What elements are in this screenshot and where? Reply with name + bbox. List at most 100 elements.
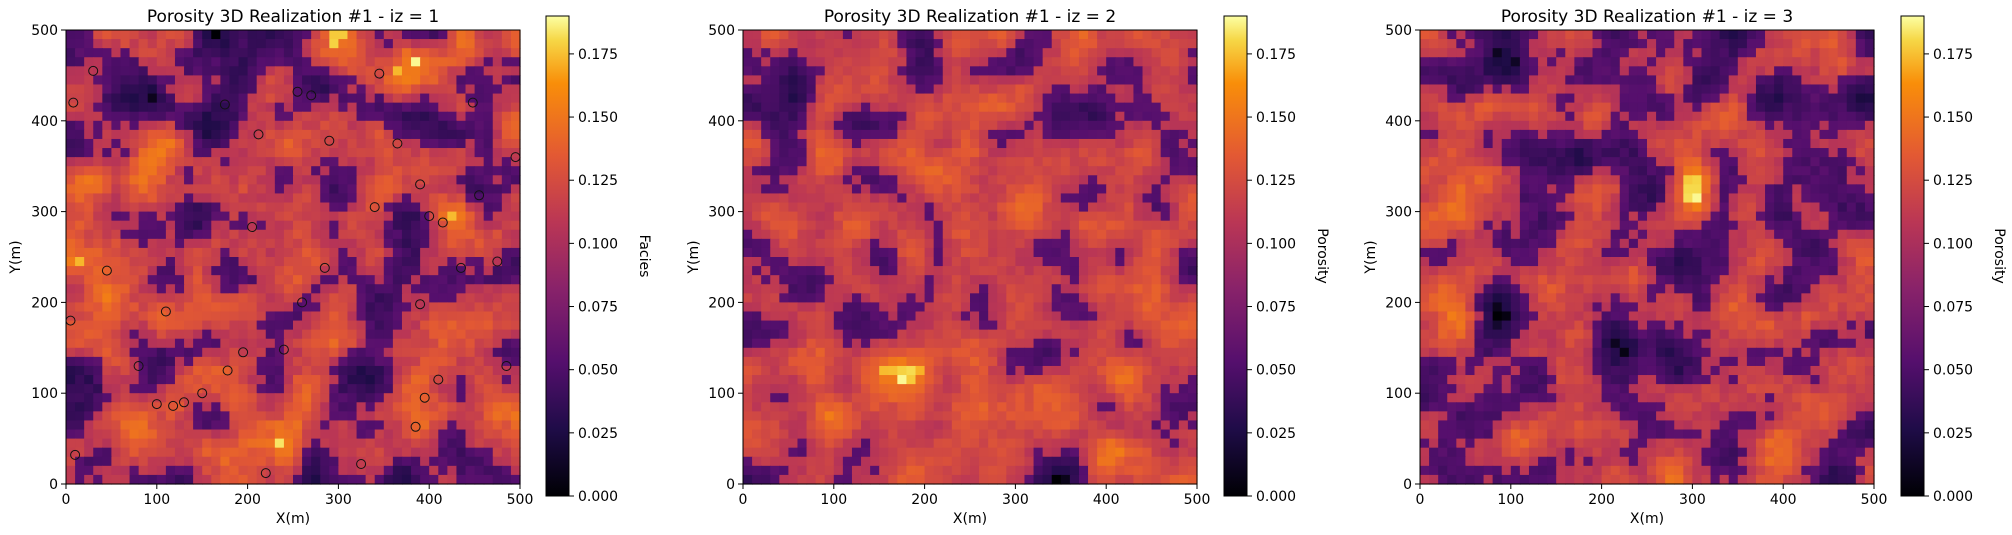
heatmap-cell: [1033, 39, 1044, 49]
heatmap-cell: [770, 293, 780, 303]
heatmap-cell: [851, 257, 862, 267]
heatmap-cell: [1115, 347, 1125, 358]
heatmap-cell: [392, 138, 403, 149]
heatmap-cell: [842, 57, 853, 67]
heatmap-cell: [1151, 211, 1162, 222]
heatmap-cell: [915, 148, 926, 158]
heatmap-cell: [302, 120, 312, 131]
heatmap-cell: [238, 338, 249, 349]
heatmap-cell: [979, 102, 989, 113]
heatmap-cell: [84, 157, 94, 167]
heatmap-cell: [879, 66, 889, 76]
heatmap-cell: [456, 238, 467, 249]
heatmap-cell: [420, 293, 430, 303]
heatmap-cell: [888, 247, 898, 258]
heatmap-cell: [879, 30, 889, 40]
heatmap-cell: [1015, 238, 1026, 249]
heatmap-cell: [66, 338, 76, 349]
heatmap-cell: [870, 266, 880, 276]
heatmap-cell: [1088, 438, 1098, 449]
heatmap-cell: [1006, 202, 1016, 213]
heatmap-cell: [924, 266, 935, 276]
heatmap-cell: [1060, 93, 1071, 104]
heatmap-cell: [1142, 375, 1153, 385]
heatmap-cell: [229, 438, 240, 449]
heatmap-cell: [492, 365, 503, 376]
heatmap-cell: [483, 311, 494, 322]
heatmap-cell: [75, 465, 85, 476]
heatmap-cell: [1051, 438, 1062, 449]
heatmap-cell: [202, 157, 212, 167]
heatmap-cell: [93, 375, 103, 385]
heatmap-cell: [915, 120, 926, 131]
heatmap-cell: [356, 238, 367, 249]
heatmap-cell: [401, 275, 412, 285]
heatmap-cell: [311, 39, 321, 49]
heatmap-cell: [93, 447, 103, 458]
heatmap-cell: [174, 247, 185, 258]
heatmap-cell: [283, 211, 294, 222]
heatmap-cell: [1142, 266, 1153, 276]
heatmap-cell: [988, 356, 998, 367]
heatmap-cell: [761, 184, 771, 195]
heatmap-cell: [761, 375, 771, 385]
heatmap-cell: [851, 57, 862, 67]
heatmap-cell: [147, 157, 158, 167]
heatmap-cell: [1033, 420, 1044, 431]
heatmap-cell: [401, 157, 412, 167]
heatmap-cell: [942, 129, 953, 140]
heatmap-cell: [302, 148, 312, 158]
heatmap-cell: [752, 456, 762, 467]
heatmap-cell: [1051, 184, 1062, 195]
heatmap-cell: [492, 356, 503, 367]
heatmap-cell: [420, 75, 430, 86]
heatmap-cell: [743, 166, 753, 176]
heatmap-cell: [797, 320, 808, 331]
heatmap-cell: [842, 356, 853, 367]
heatmap-cell: [1169, 93, 1180, 104]
heatmap-cell: [842, 347, 853, 358]
heatmap-cell: [788, 148, 799, 158]
heatmap-cell: [247, 220, 258, 231]
heatmap-cell: [238, 238, 249, 249]
heatmap-cell: [365, 184, 376, 195]
heatmap-cell: [851, 39, 862, 49]
heatmap-cell: [1142, 111, 1153, 122]
heatmap-cell: [111, 356, 122, 367]
heatmap-cell: [1115, 229, 1125, 240]
heatmap-cell: [779, 447, 789, 458]
heatmap-cell: [456, 311, 467, 322]
heatmap-cell: [102, 347, 112, 358]
heatmap-cell: [788, 338, 799, 349]
heatmap-cell: [897, 193, 908, 204]
heatmap-cell: [256, 356, 267, 367]
heatmap-cell: [851, 84, 862, 95]
heatmap-cell: [111, 393, 122, 403]
heatmap-cell: [320, 75, 330, 86]
heatmap-cell: [66, 411, 76, 422]
heatmap-cell: [1106, 384, 1116, 394]
heatmap-cell: [293, 393, 303, 403]
heatmap-cell: [1178, 93, 1189, 104]
heatmap-cell: [1160, 48, 1171, 58]
heatmap-cell: [75, 202, 85, 213]
heatmap-cell: [411, 166, 421, 176]
heatmap-cell: [401, 356, 412, 367]
heatmap-cell: [147, 93, 158, 104]
heatmap-cell: [465, 302, 476, 313]
heatmap-cell: [365, 111, 376, 122]
heatmap-cell: [888, 284, 898, 294]
heatmap-cell: [1133, 238, 1144, 249]
heatmap-cell: [1033, 30, 1044, 40]
heatmap-cell: [833, 157, 844, 167]
heatmap-cell: [465, 211, 476, 222]
heatmap-cell: [1088, 157, 1098, 167]
heatmap-cell: [1142, 84, 1153, 95]
heatmap-cell: [93, 338, 103, 349]
heatmap-cell: [420, 66, 430, 76]
heatmap-cell: [1142, 157, 1153, 167]
heatmap-cell: [247, 465, 258, 476]
heatmap-cell: [752, 284, 762, 294]
heatmap-cell: [66, 293, 76, 303]
heatmap-cell: [256, 293, 267, 303]
